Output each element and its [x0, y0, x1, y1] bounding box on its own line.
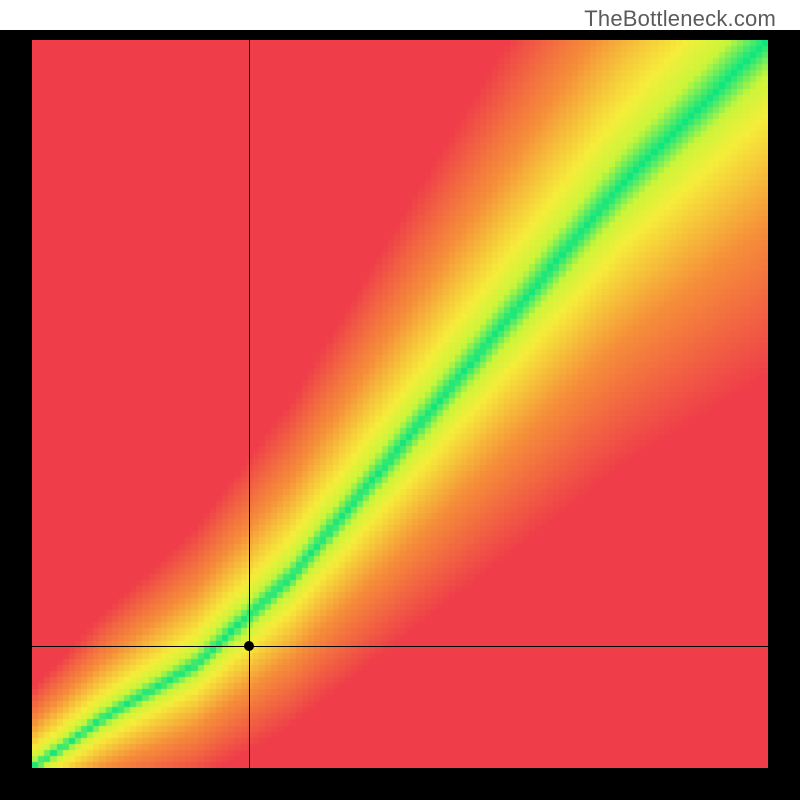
heatmap-canvas [32, 40, 768, 768]
plot-area [32, 40, 768, 768]
crosshair-horizontal [32, 646, 768, 647]
marker-dot [244, 641, 254, 651]
watermark-text: TheBottleneck.com [584, 6, 776, 32]
crosshair-vertical [249, 40, 250, 768]
plot-outer-frame [0, 30, 800, 800]
